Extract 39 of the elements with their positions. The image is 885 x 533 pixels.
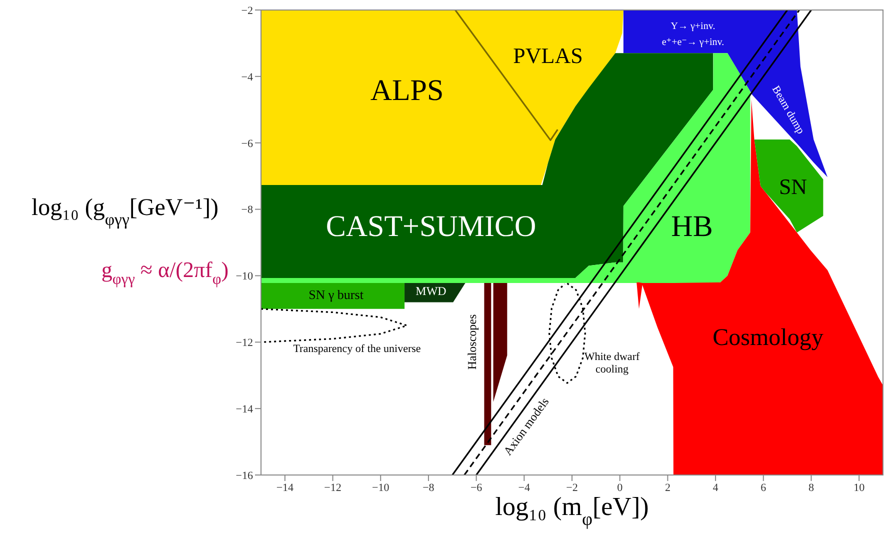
annotation: MWD [416,284,447,298]
x-tick-label: −14 [276,482,294,494]
text: g$_{φγγ}$ ≈ α/(2πf$_{φ}$) [101,257,229,288]
x-tick-label: −12 [324,482,342,494]
x-tick-label: −6 [470,482,483,494]
annotation: Haloscopes [464,314,479,370]
x-tick-label: 10 [854,482,866,494]
annotation: SN γ burst [308,286,364,302]
x-tick-label: −10 [372,482,390,494]
y-tick-label: −2 [241,4,253,17]
x-tick-label: 8 [808,482,814,494]
line-series [261,308,408,343]
x-tick-label: 2 [664,482,670,494]
line-series [548,282,586,384]
y-axis-title: log₁₀ (g$_{φγγ}$[GeV⁻¹]) [31,195,219,228]
annotation: Cosmology [712,324,824,351]
y-tick-label: −6 [241,138,254,150]
annotation: SN [778,174,808,200]
x-tick-label: −2 [566,482,578,494]
annotation: CAST+SUMICO [326,210,536,243]
x-tick-label: 0 [617,482,624,494]
annotation: Transparency of the universe [293,342,421,355]
y-tick-label: −12 [236,337,253,350]
y-tick-label: −8 [241,204,254,216]
annotation: PVLAS [513,43,583,68]
y-tick-label: −16 [236,470,254,482]
annotation: HB [671,210,713,243]
annotation: Υ→ γ+inv. [670,21,716,32]
x-tick-label: 4 [712,482,719,494]
x-tick-label: −8 [422,482,435,494]
x-tick-label: 6 [760,482,767,494]
y-tick-label: −14 [236,403,254,416]
y-tick-label: −4 [241,71,254,84]
y-tick-label: −10 [236,270,254,283]
annotation: ALPS [370,74,444,107]
annotation: e⁺+e⁻→ γ+inv. [662,37,724,48]
annotation: White dwarf cooling [584,350,640,376]
x-tick-label: −4 [518,482,530,494]
x-axis-title: log₁₀ (m$_{φ}$[eV]) [495,492,649,529]
